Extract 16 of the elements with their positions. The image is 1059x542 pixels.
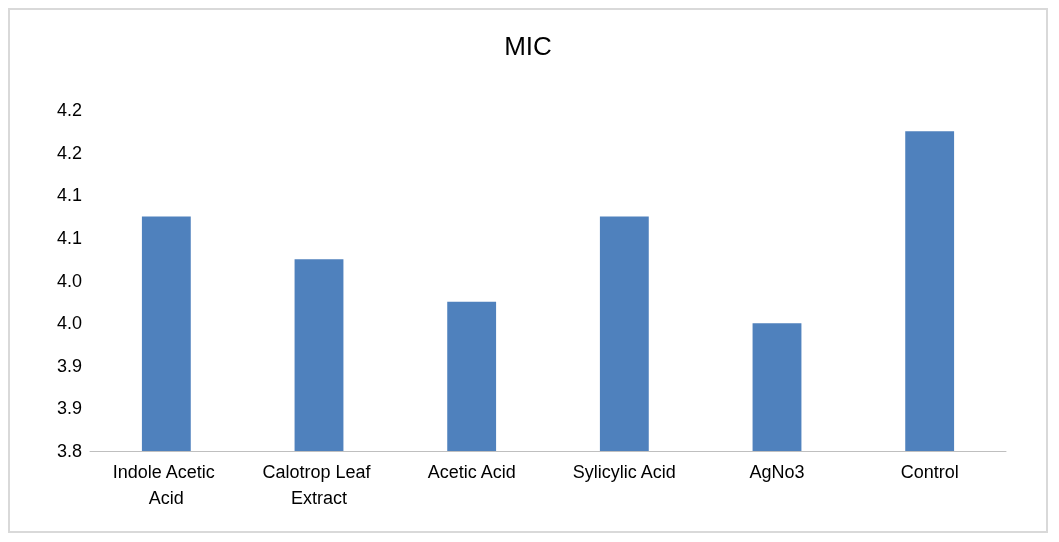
x-tick-label: AgNo3 bbox=[749, 462, 805, 482]
x-tick-label: Acetic Acid bbox=[427, 462, 516, 482]
chart-title: MIC bbox=[504, 31, 552, 61]
y-tick-label: 3.9 bbox=[56, 398, 82, 419]
y-tick-label: 4.2 bbox=[56, 100, 82, 120]
y-tick-label: 4.0 bbox=[56, 313, 82, 334]
x-tick-label: Control bbox=[900, 462, 959, 482]
x-tick-label: Calotrop Leaf Extract bbox=[262, 462, 376, 508]
y-tick-label: 4.1 bbox=[56, 185, 82, 206]
y-tick-label: 3.8 bbox=[56, 441, 82, 461]
y-tick-label: 4.1 bbox=[56, 227, 82, 248]
x-tick-label: Indole Acetic Acid bbox=[112, 462, 220, 508]
y-tick-label: 3.9 bbox=[56, 355, 82, 376]
y-tick-label: 4.2 bbox=[56, 142, 82, 163]
y-tick-label: 4.0 bbox=[56, 270, 82, 291]
x-tick-label: Sylicylic Acid bbox=[572, 462, 676, 482]
